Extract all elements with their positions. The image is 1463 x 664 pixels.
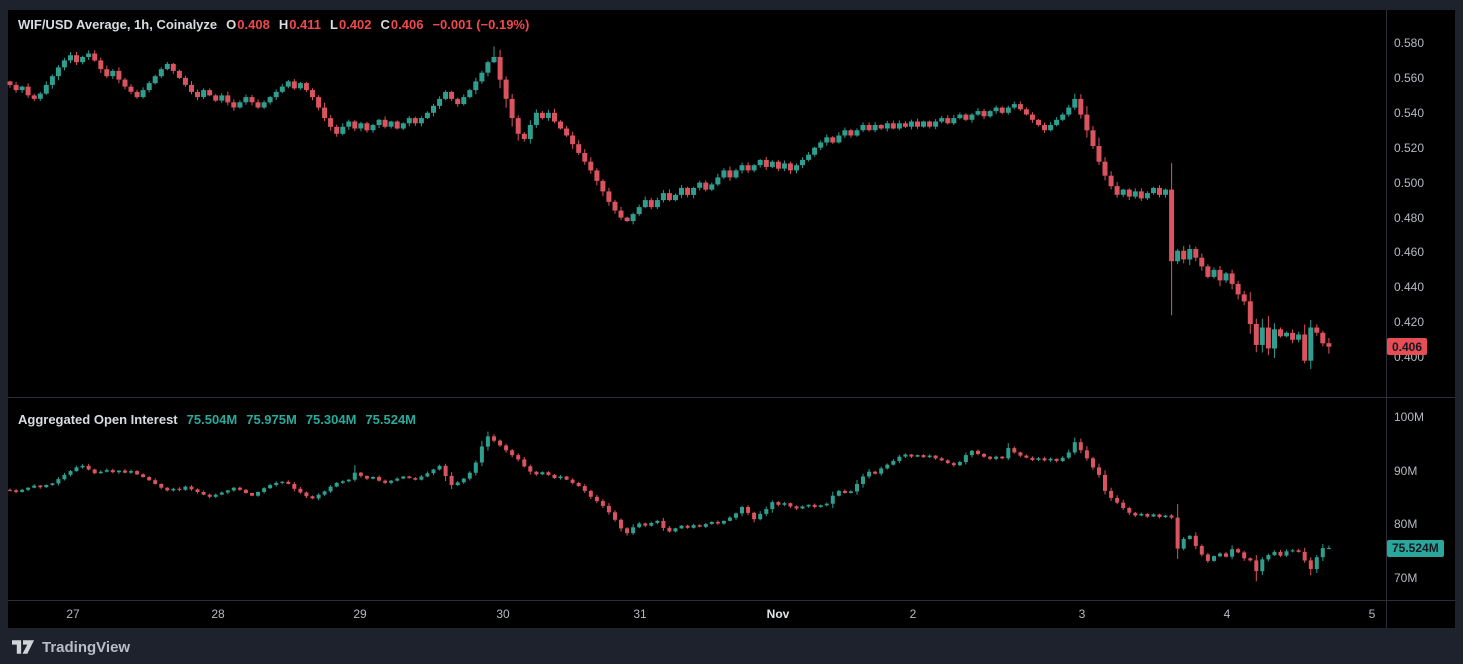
- time-tick-label: 29: [353, 607, 367, 621]
- oi-tick-label: 70M: [1394, 570, 1418, 585]
- time-tick-label: 31: [633, 607, 647, 621]
- oi-ohlc-values: 75.504M 75.975M 75.304M 75.524M: [187, 412, 416, 427]
- time-tick-label: 2: [909, 607, 917, 621]
- aggregated_open_interest-candles: [8, 431, 1331, 582]
- time-tick-label: 30: [496, 607, 510, 621]
- ohlc-pair: C 0.406: [380, 17, 424, 32]
- ohlc-pair: L 0.402: [330, 17, 372, 32]
- price-tick-label: 0.460: [1394, 245, 1425, 260]
- price-tick-label: 0.540: [1394, 105, 1425, 120]
- oi-value: 75.304M: [305, 412, 357, 427]
- tradingview-logo-icon[interactable]: [12, 639, 35, 655]
- price-candles: [7, 46, 1332, 369]
- oi-tick-label: 100M: [1394, 410, 1425, 425]
- time-tick-label: 28: [211, 607, 225, 621]
- ohlc-pair: H 0.411: [278, 17, 322, 32]
- time-tick-label: 5: [1368, 607, 1376, 621]
- time-axis[interactable]: [0, 600, 1386, 628]
- oi-title: Aggregated Open Interest: [18, 412, 178, 427]
- chart-background: [8, 10, 1455, 628]
- symbol-title: WIF/USD Average, 1h, Coinalyze: [18, 17, 218, 32]
- ohlc-values: O 0.408 H 0.411 L 0.402 C 0.406: [226, 17, 423, 32]
- oi-pane-legend: Aggregated Open Interest 75.504M 75.975M 7…: [18, 412, 416, 427]
- time-tick-label: 4: [1223, 607, 1231, 621]
- last-oi-badge: 75.524M: [1387, 539, 1444, 557]
- price-axis-border: [1386, 10, 1387, 628]
- price-tick-label: 0.580: [1394, 35, 1425, 50]
- ohlc-pair: O 0.408: [226, 17, 270, 32]
- price-change: −0.001 (−0.19%): [432, 17, 530, 32]
- oi-tick-label: 90M: [1394, 463, 1418, 478]
- oi-value: 75.975M: [246, 412, 297, 427]
- last-price-badge: 0.406: [1387, 338, 1428, 356]
- footer-bar: TradingView: [0, 630, 1463, 664]
- price-tick-label: 0.560: [1394, 70, 1425, 85]
- price-tick-label: 0.520: [1394, 140, 1425, 155]
- time-tick-label: 3: [1078, 607, 1086, 621]
- oi-value: 75.504M: [186, 412, 238, 427]
- oi-tick-label: 80M: [1394, 517, 1418, 532]
- time-tick-label: Nov: [766, 607, 790, 621]
- pane-divider[interactable]: [8, 397, 1455, 398]
- time-tick-label: 27: [66, 607, 80, 621]
- price-tick-label: 0.440: [1394, 280, 1425, 295]
- price-pane-legend: WIF/USD Average, 1h, Coinalyze O 0.408 H 0.…: [18, 17, 529, 32]
- price-tick-label: 0.500: [1394, 175, 1425, 190]
- time-axis-border: [8, 600, 1455, 601]
- price-axis[interactable]: [1386, 10, 1455, 600]
- price-tick-label: 0.480: [1394, 210, 1425, 225]
- price-tick-label: 0.420: [1394, 315, 1425, 330]
- oi-value: 75.524M: [365, 412, 417, 427]
- tradingview-logo-text[interactable]: TradingView: [42, 638, 131, 656]
